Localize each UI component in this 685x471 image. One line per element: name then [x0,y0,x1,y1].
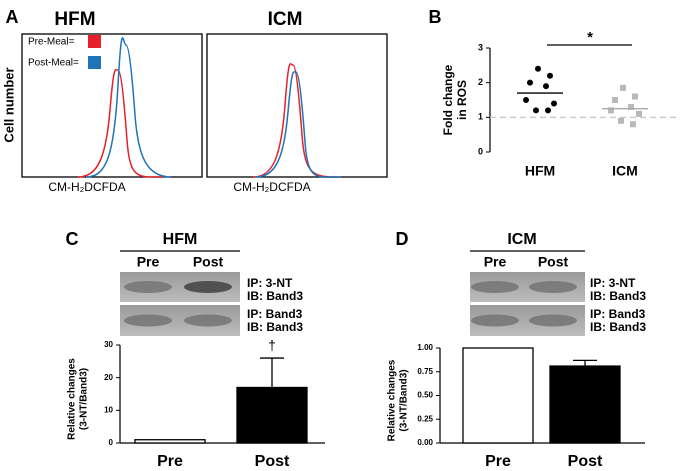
y-tick-label: 0.75 [417,367,433,376]
x-tick-label: Pre [485,453,511,470]
y-axis-label: Cell number [1,67,16,142]
data-point [618,117,624,124]
y-tick-label: 0.00 [417,438,433,447]
x-tick-label: HFM [525,163,555,179]
y-tick-label: 20 [104,373,113,382]
annotation: † [268,337,276,353]
data-point [632,93,638,100]
blot-label: IP: Band3 [247,307,303,321]
lane-label: Pre [484,254,507,270]
y-tick-label: 10 [104,405,113,414]
panel-label: B [429,7,442,27]
lane-label: Post [193,254,224,270]
bar [549,365,621,444]
x-axis-label: CM-H₂DCFDA [48,180,125,194]
x-axis-label: CM-H₂DCFDA [233,180,310,194]
bar [236,386,308,444]
y-axis-label: Relative changes [387,359,398,441]
blot-label: IB: Band3 [247,320,303,334]
data-point [527,79,533,86]
blot-band [184,314,232,327]
data-point [545,107,551,114]
y-axis-label: (3-NT/Band3) [79,368,90,430]
y-tick-label: 0.50 [417,391,433,400]
plot-frame [21,33,203,178]
plot-frame [206,33,388,178]
y-tick-label: 1 [478,112,483,122]
y-axis-label: (3-NT/Band3) [399,369,410,431]
flow-curve [255,71,342,178]
y-tick-label: 0.25 [417,414,433,423]
blot-band [184,281,232,293]
legend-swatch [88,56,101,69]
x-tick-label: ICM [612,163,638,179]
panel-title: HFM [163,231,198,248]
legend-label: Post-Meal= [28,58,79,69]
data-point [547,72,553,79]
y-axis-label: Relative changes [67,358,78,440]
blot-band [471,314,519,327]
blot-label: IP: Band3 [590,307,646,321]
panel-title: ICM [507,231,536,248]
y-tick-label: 30 [104,340,113,349]
x-tick-label: Post [255,453,290,470]
blot-band [124,314,172,327]
blot-band [529,281,577,293]
x-tick-label: Post [568,453,603,470]
panel-label: D [396,229,409,249]
data-point [535,65,541,72]
blot-label: IP: 3-NT [590,276,636,290]
y-axis-label: Fold change [441,64,455,135]
panel-label: C [66,229,79,249]
blot-band [529,314,577,327]
blot-band [471,281,519,293]
y-axis-label: in ROS [455,80,469,120]
data-point [523,97,529,103]
flow-curve [77,68,164,178]
blot-label: IB: Band3 [247,289,303,303]
y-tick-label: 0 [478,146,483,156]
panel-title: HFM [54,9,95,30]
data-point [612,97,618,103]
data-point [628,103,634,110]
data-point [543,83,549,90]
y-tick-label: 3 [478,42,483,52]
data-point [608,107,614,114]
flow-curve [252,63,339,178]
y-tick-label: 1.00 [417,343,433,352]
y-tick-label: 0 [109,438,114,447]
panel-title: ICM [268,9,303,30]
lane-label: Post [538,254,569,270]
x-tick-label: Pre [157,453,183,470]
data-point [630,121,636,128]
blot-label: IP: 3-NT [247,276,293,290]
data-point [551,100,557,107]
lane-label: Pre [137,254,160,270]
data-point [636,110,642,117]
significance-label: * [587,29,593,46]
y-tick-label: 2 [478,77,483,87]
bar [462,347,534,444]
blot-label: IB: Band3 [590,289,646,303]
data-point [533,107,539,114]
legend-swatch [88,35,101,48]
bar [134,439,206,444]
legend-label: Pre-Meal= [28,37,75,48]
flow-curve [85,37,172,178]
blot-band [124,281,172,293]
data-point [620,84,626,91]
panel-label: A [6,7,19,27]
blot-label: IB: Band3 [590,320,646,334]
